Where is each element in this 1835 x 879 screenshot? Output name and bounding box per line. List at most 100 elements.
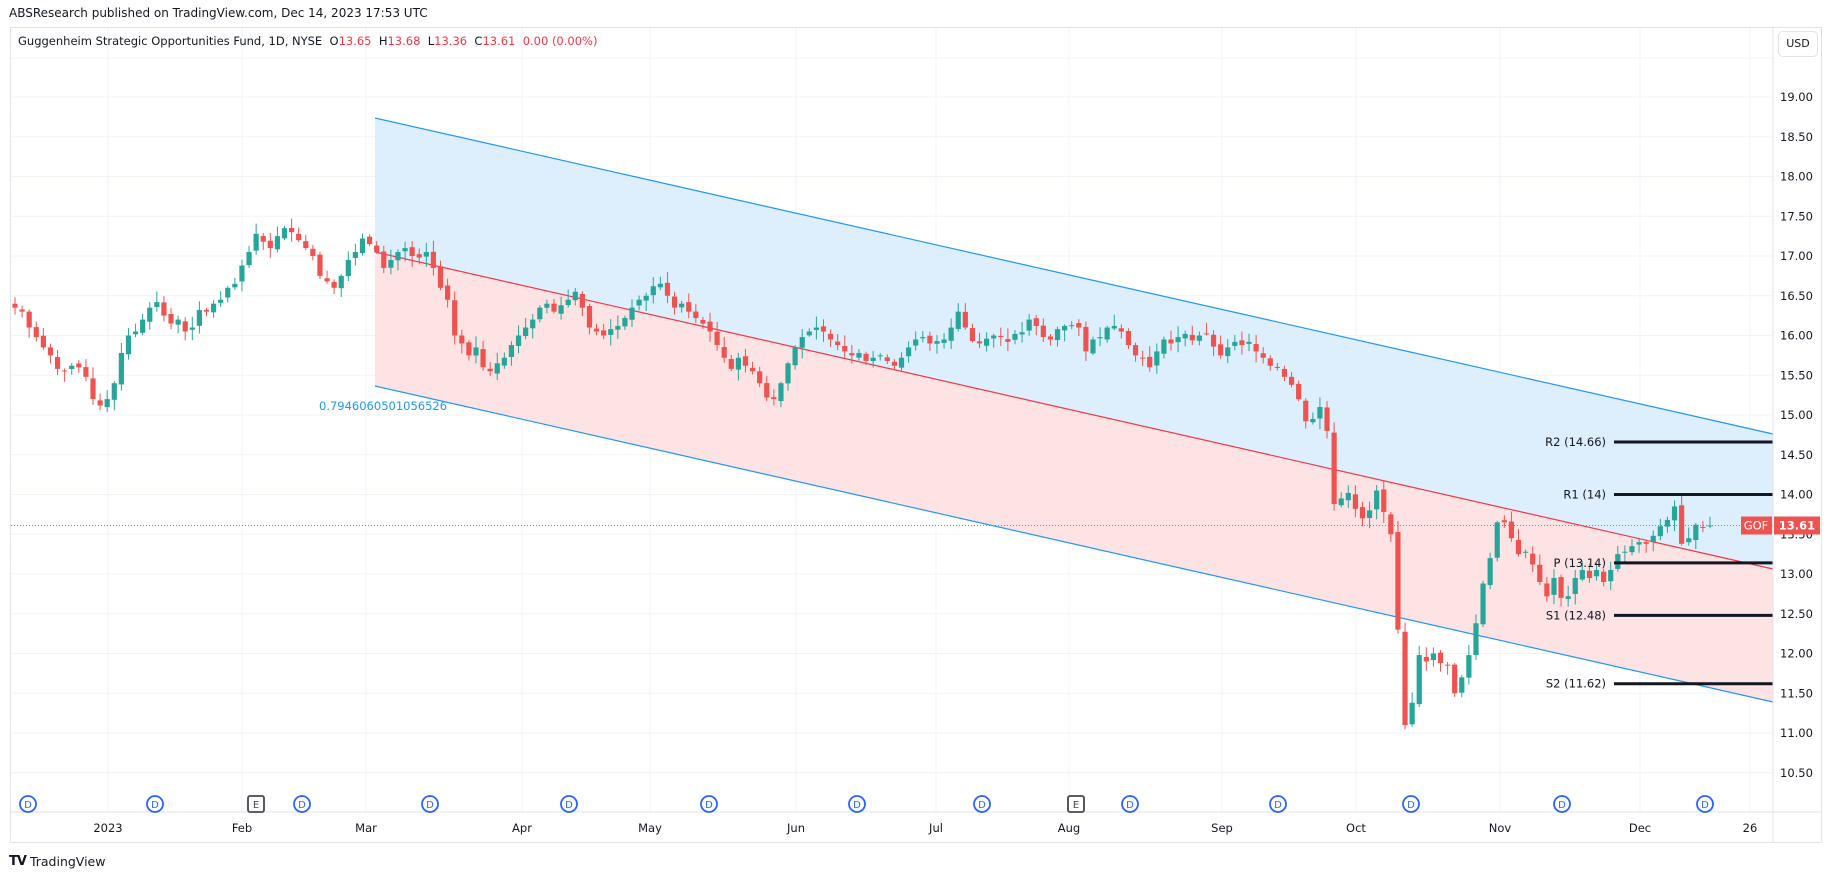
currency-button[interactable]: USD xyxy=(1778,31,1818,57)
candle-body xyxy=(898,357,905,368)
candle-body xyxy=(1430,653,1437,661)
candle-body xyxy=(331,281,337,288)
candle-body xyxy=(1125,330,1132,346)
candle-body xyxy=(870,357,876,361)
candle-body xyxy=(657,283,663,288)
candle-body xyxy=(934,341,940,344)
candle-body xyxy=(1579,570,1585,580)
pivot-label: S2 (11.62) xyxy=(1546,677,1606,691)
candle-body xyxy=(629,307,635,320)
candle-body xyxy=(827,333,834,340)
time-axis[interactable]: 2023 Feb Mar Apr May Jun Jul Aug Sep Oct Nov Dec 26 xyxy=(11,811,1821,835)
tradingview-logo-icon: TV xyxy=(9,854,27,869)
open-label: O xyxy=(329,34,339,48)
candle-body xyxy=(1189,334,1195,341)
candle-body xyxy=(480,349,486,368)
candle-body xyxy=(423,252,429,257)
candle-body xyxy=(1005,339,1011,342)
dividend-icon xyxy=(1269,795,1287,813)
symbol-legend: Guggenheim Strategic Opportunities Fund,… xyxy=(18,34,597,48)
dividend-icon xyxy=(19,795,37,813)
dividend-icon xyxy=(1696,795,1714,813)
candle-body xyxy=(1466,655,1472,678)
candle-body xyxy=(913,339,919,346)
candle-body xyxy=(636,299,642,306)
price-tick-label: 17.50 xyxy=(1780,209,1813,223)
event-glyph: D xyxy=(24,800,32,811)
open-value: 13.65 xyxy=(338,34,372,48)
publish-info: ABSResearch published on TradingView.com… xyxy=(9,6,428,20)
footer-brand[interactable]: TV TradingView xyxy=(9,854,105,869)
candle-body xyxy=(1154,351,1160,366)
candle-body xyxy=(1629,546,1635,553)
candle-body xyxy=(402,248,408,252)
time-tick-label: Oct xyxy=(1346,821,1366,835)
time-tick-label: Jul xyxy=(928,821,943,835)
candle-body xyxy=(671,296,678,308)
candle-body xyxy=(1664,519,1671,527)
candle-body xyxy=(296,233,302,241)
candle-body xyxy=(1083,326,1089,352)
price-tick-label: 16.50 xyxy=(1780,289,1813,303)
candle-body xyxy=(664,282,671,296)
candle-body xyxy=(409,247,415,256)
candle-body xyxy=(1593,570,1600,577)
candle-body xyxy=(1693,524,1699,541)
candle-body xyxy=(1111,325,1117,329)
candle-body xyxy=(232,283,238,288)
candle-body xyxy=(820,326,827,332)
candle-body xyxy=(1700,526,1706,528)
candle-body xyxy=(1551,577,1557,595)
ticker-badge xyxy=(1741,516,1772,535)
candle-body xyxy=(1331,432,1337,505)
candle-body xyxy=(388,259,394,268)
candle-body xyxy=(1118,328,1124,332)
candle-body xyxy=(1281,368,1288,377)
candle-body xyxy=(523,327,529,336)
candle-body xyxy=(998,335,1004,338)
channel-upper-fill xyxy=(375,118,1773,569)
last-price-badge xyxy=(1774,516,1820,535)
candle-body xyxy=(976,341,983,344)
candle-body xyxy=(47,347,54,356)
candle-body xyxy=(26,311,32,328)
time-tick-label: 2023 xyxy=(93,821,122,835)
candle-body xyxy=(1310,418,1316,423)
price-axis[interactable]: 19.00 18.50 18.00 17.50 17.00 16.50 16.00 15.50… xyxy=(1772,28,1820,842)
event-glyph: D xyxy=(1274,800,1282,811)
candle-body xyxy=(196,310,202,326)
time-tick-label: May xyxy=(638,821,662,835)
time-tick-label: Mar xyxy=(355,821,377,835)
candle-body xyxy=(19,309,25,312)
candle-body xyxy=(622,318,628,327)
candle-body xyxy=(1459,677,1465,693)
candle-body xyxy=(182,321,188,332)
candle-body xyxy=(1452,664,1458,694)
candle-body xyxy=(1338,498,1344,506)
candle-body xyxy=(1374,490,1380,510)
candle-body xyxy=(877,355,883,357)
regression-channel[interactable]: 0.7946060501056526 xyxy=(319,117,1774,703)
time-tick-label: Jun xyxy=(786,821,805,835)
candle-body xyxy=(1388,514,1394,535)
candle-body xyxy=(806,331,812,336)
candle-body xyxy=(40,335,46,348)
event-glyph: D xyxy=(1407,800,1415,811)
dividend-icon xyxy=(848,795,866,813)
time-tick-label: Dec xyxy=(1629,821,1651,835)
candle-body xyxy=(501,357,507,366)
candle-body xyxy=(799,337,805,348)
price-tick-label: 14.50 xyxy=(1780,448,1813,462)
candle-body xyxy=(1076,323,1082,328)
candle-body xyxy=(1416,655,1422,705)
candle-body xyxy=(1069,325,1075,327)
time-tick-label: Feb xyxy=(232,821,252,835)
candle-body xyxy=(1381,489,1387,512)
candle-body xyxy=(735,357,741,370)
low-value: 13.36 xyxy=(434,34,468,48)
candle-body xyxy=(721,347,727,358)
candle-body xyxy=(1657,526,1663,537)
candle-body xyxy=(140,319,146,333)
